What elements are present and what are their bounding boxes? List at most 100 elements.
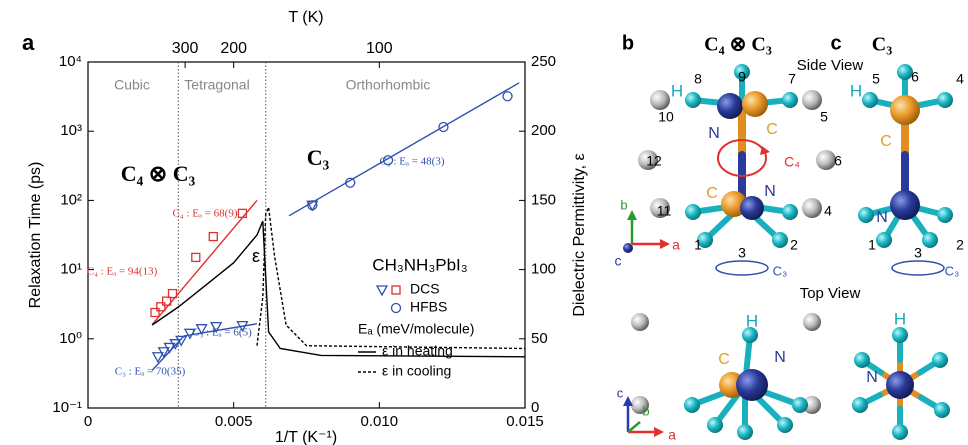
atom: [934, 402, 950, 418]
atom: [802, 198, 822, 218]
diagram-label: C: [880, 133, 892, 150]
diagram-label: c: [615, 253, 622, 269]
diagram-label: C₃: [773, 263, 788, 278]
y-tick-label: 10⁻¹: [52, 399, 82, 416]
y-axis-label: Relaxation Time (ps): [27, 162, 44, 309]
diagram-label: Side View: [797, 57, 864, 74]
atom: [697, 232, 713, 248]
x-axis-label: 1/T (K⁻¹): [275, 429, 337, 445]
annotation: CH₃NH₃PbI₃: [372, 255, 467, 274]
y2-axis-label: Dielectric Permittivity, ε: [571, 153, 588, 316]
atom: [937, 207, 953, 223]
diagram-label: 11: [657, 203, 672, 219]
diagram-label: c: [617, 385, 624, 400]
atom: [892, 327, 908, 343]
rotation-arrow: [717, 139, 767, 177]
diagram-label: N: [866, 369, 878, 386]
legend-label: DCS: [410, 281, 440, 297]
legend-label: ε in cooling: [382, 363, 451, 379]
y2-tick-label: 250: [531, 53, 556, 70]
diagram-label: C₄ ⊗ C₃: [704, 34, 772, 56]
circle-marker: [502, 91, 513, 102]
atom: [650, 198, 670, 218]
atom: [734, 64, 750, 80]
x2-tick-label: 300: [172, 40, 199, 57]
annotation: C₃: [307, 145, 330, 170]
atom: [803, 313, 821, 331]
atom: [772, 232, 788, 248]
atom: [876, 232, 892, 248]
legend-label: Eₐ (meV/molecule): [358, 321, 474, 337]
atom: [802, 90, 822, 110]
legend-marker: [391, 285, 401, 295]
atom: [782, 92, 798, 108]
diagram-label: 10: [658, 109, 674, 125]
diagram-label: N: [708, 125, 720, 142]
x-tick-label: 0.015: [506, 413, 544, 430]
annotation: C₄ : Eₐ = 94(13): [87, 266, 158, 278]
atom: [890, 190, 920, 220]
annotation: C₄ : Eₐ = 68(9): [173, 208, 238, 220]
atom: [717, 93, 743, 119]
x2-tick-label: 100: [366, 40, 393, 57]
triangle-marker: [169, 339, 182, 351]
atom: [803, 396, 821, 414]
fit-line: [183, 323, 258, 337]
plot-frame: [87, 61, 526, 409]
atom: [742, 327, 758, 343]
diagram-label: N: [876, 209, 888, 226]
legend-marker: [375, 285, 389, 297]
atom: [932, 352, 948, 368]
rotation-arrow: [891, 260, 945, 276]
atom: [922, 232, 938, 248]
atom: [742, 91, 768, 117]
annotation: C₄ ⊗ C₃: [121, 161, 196, 186]
atom: [737, 424, 753, 440]
diagram-label: C₃: [872, 34, 892, 56]
diagram-label: b: [620, 197, 627, 212]
diagram-label: 1: [694, 237, 702, 253]
diagram-label: H: [671, 81, 683, 100]
arrow-head: [760, 146, 770, 155]
diagram-label: 3: [914, 245, 922, 261]
square-marker: [167, 288, 178, 299]
diagram-label: 3: [738, 245, 746, 261]
diagram-label: 5: [872, 71, 880, 87]
diagram-label: 8: [694, 71, 702, 87]
legend-marker: [390, 302, 402, 314]
atom: [937, 92, 953, 108]
phase-label: Tetragonal: [184, 77, 249, 93]
diagram-label: 12: [646, 153, 662, 169]
y-tick-label: 10⁰: [59, 330, 82, 347]
diagram-label: 1: [868, 237, 876, 253]
y-tick-label: 10⁴: [59, 53, 82, 70]
y-tick-label: 10¹: [60, 261, 82, 278]
arrow-head: [623, 396, 633, 406]
annotation: C₃ : Eₐ = 70(35): [115, 366, 186, 378]
panel-label: a: [22, 30, 35, 55]
fit-line: [151, 335, 185, 371]
annotation: C₃ : Eₐ = 48(3): [380, 156, 445, 168]
diagram-label: 2: [790, 237, 798, 253]
diagram-label: 2: [956, 237, 964, 253]
diagram-label: C₃: [945, 263, 960, 278]
diagram-label: C₄: [784, 154, 800, 170]
fit-line: [151, 199, 258, 326]
circle-marker: [382, 155, 394, 166]
atom: [707, 417, 723, 433]
phase-label: Cubic: [114, 77, 150, 93]
atom: [777, 417, 793, 433]
atom: [890, 95, 920, 125]
y2-tick-label: 200: [531, 122, 556, 139]
arrow-head: [654, 427, 664, 437]
diagram-label: C: [766, 121, 778, 138]
x-tick-label: 0.010: [361, 413, 399, 430]
atom: [638, 150, 658, 170]
square-marker: [156, 302, 166, 312]
atom: [852, 397, 868, 413]
diagram-label: H: [894, 309, 906, 328]
x-tick-label: 0.005: [215, 413, 253, 430]
annotation: C₃ : Eₐ = 6(5): [192, 327, 252, 339]
x2-tick-label: 200: [220, 40, 247, 57]
